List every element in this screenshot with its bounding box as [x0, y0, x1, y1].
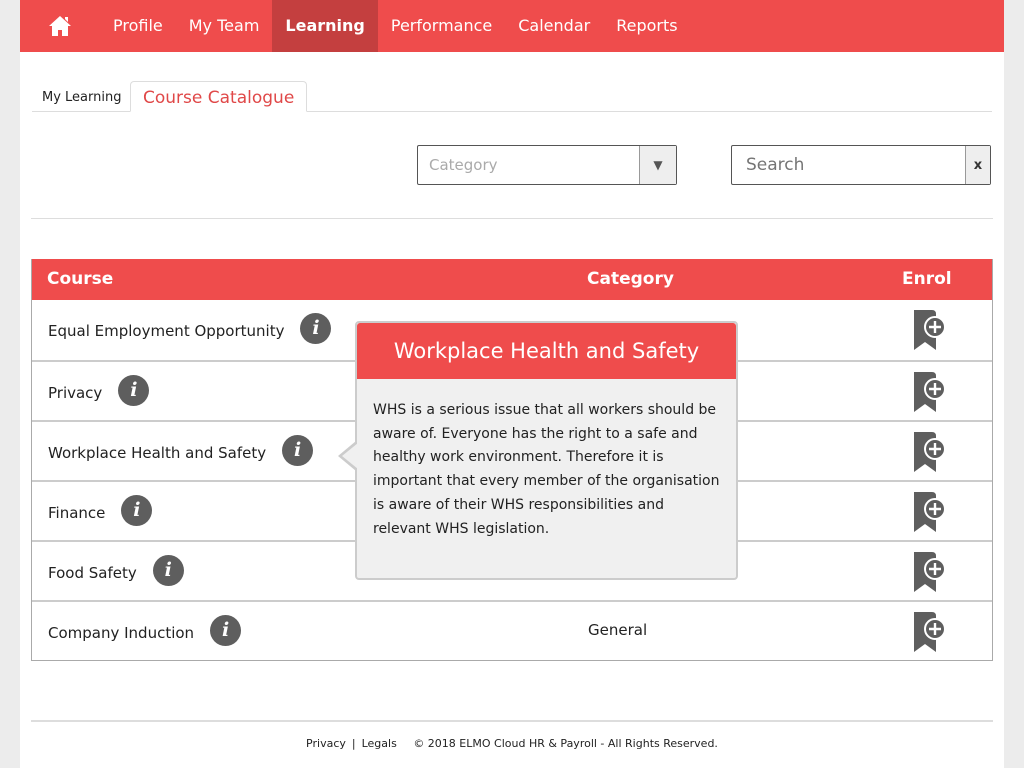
course-name: Food Safety i	[48, 555, 184, 586]
course-category: General	[588, 621, 648, 639]
course-label: Privacy	[48, 384, 103, 402]
nav-my-team[interactable]: My Team	[188, 16, 260, 35]
category-placeholder: Category	[429, 156, 498, 174]
nav-calendar[interactable]: Calendar	[518, 16, 591, 35]
tooltip-body: WHS is a serious issue that all workers …	[373, 402, 720, 537]
info-icon[interactable]: i	[282, 435, 314, 466]
page: Profile My Team Learning Performance Cal…	[20, 0, 1004, 768]
course-name: Privacy i	[48, 375, 150, 406]
category-select[interactable]: Category ▼	[417, 145, 677, 185]
tab-course-catalogue[interactable]: Course Catalogue	[130, 81, 308, 112]
nav-learning[interactable]: Learning	[272, 0, 378, 52]
table-row: Company Induction i General	[32, 600, 992, 660]
footer-separator: |	[351, 737, 356, 750]
info-icon[interactable]: i	[300, 313, 332, 344]
top-nav: Profile My Team Learning Performance Cal…	[20, 0, 1004, 52]
table-row: Equal Employment Opportunity i	[32, 300, 992, 360]
bookmark-add-icon	[914, 310, 946, 350]
search-box: x	[731, 145, 991, 185]
bookmark-add-icon	[914, 492, 946, 532]
course-name: Finance i	[48, 495, 153, 526]
nav-profile[interactable]: Profile	[113, 16, 163, 35]
clear-search-button[interactable]: x	[965, 146, 990, 184]
bookmark-add-icon	[914, 612, 946, 652]
search-input[interactable]	[732, 146, 965, 184]
enrol-button[interactable]	[910, 308, 946, 356]
tooltip-title: Workplace Health and Safety	[357, 323, 736, 379]
footer: Privacy | Legals © 2018 ELMO Cloud HR & Pa…	[20, 737, 1004, 750]
info-icon[interactable]: i	[210, 615, 242, 646]
course-tooltip: Workplace Health and Safety WHS is a ser…	[338, 321, 738, 580]
footer-divider	[31, 720, 993, 722]
course-label: Company Induction	[48, 624, 195, 642]
course-label: Finance	[48, 504, 106, 522]
tab-my-learning[interactable]: My Learning	[42, 90, 122, 105]
chevron-down-icon[interactable]: ▼	[639, 146, 676, 184]
header-enrol: Enrol	[902, 269, 952, 289]
enrol-button[interactable]	[910, 610, 946, 658]
footer-copyright: © 2018 ELMO Cloud HR & Payroll - All Rig…	[413, 737, 718, 750]
bookmark-add-icon	[914, 552, 946, 592]
course-label: Workplace Health and Safety	[48, 444, 267, 462]
enrol-button[interactable]	[910, 490, 946, 538]
tabs: My Learning Course Catalogue	[32, 81, 992, 112]
header-category: Category	[587, 269, 674, 289]
enrol-button[interactable]	[910, 550, 946, 598]
course-label: Food Safety	[48, 564, 137, 582]
course-label: Equal Employment Opportunity	[48, 322, 285, 340]
bookmark-add-icon	[914, 372, 946, 412]
nav-performance[interactable]: Performance	[390, 16, 493, 35]
divider	[31, 218, 993, 219]
nav-reports[interactable]: Reports	[616, 16, 678, 35]
footer-legals-link[interactable]: Legals	[361, 737, 397, 750]
info-icon[interactable]: i	[121, 495, 153, 526]
course-name: Equal Employment Opportunity i	[48, 313, 332, 344]
home-icon	[49, 16, 71, 36]
table-header: Course Category Enrol	[32, 259, 992, 300]
header-course: Course	[47, 269, 114, 289]
course-name: Workplace Health and Safety i	[48, 435, 314, 466]
info-icon[interactable]: i	[118, 375, 150, 406]
bookmark-add-icon	[914, 432, 946, 472]
course-name: Company Induction i	[48, 615, 242, 646]
enrol-button[interactable]	[910, 430, 946, 478]
footer-privacy-link[interactable]: Privacy	[306, 737, 346, 750]
home-button[interactable]	[20, 0, 100, 52]
enrol-button[interactable]	[910, 370, 946, 418]
info-icon[interactable]: i	[152, 555, 184, 586]
